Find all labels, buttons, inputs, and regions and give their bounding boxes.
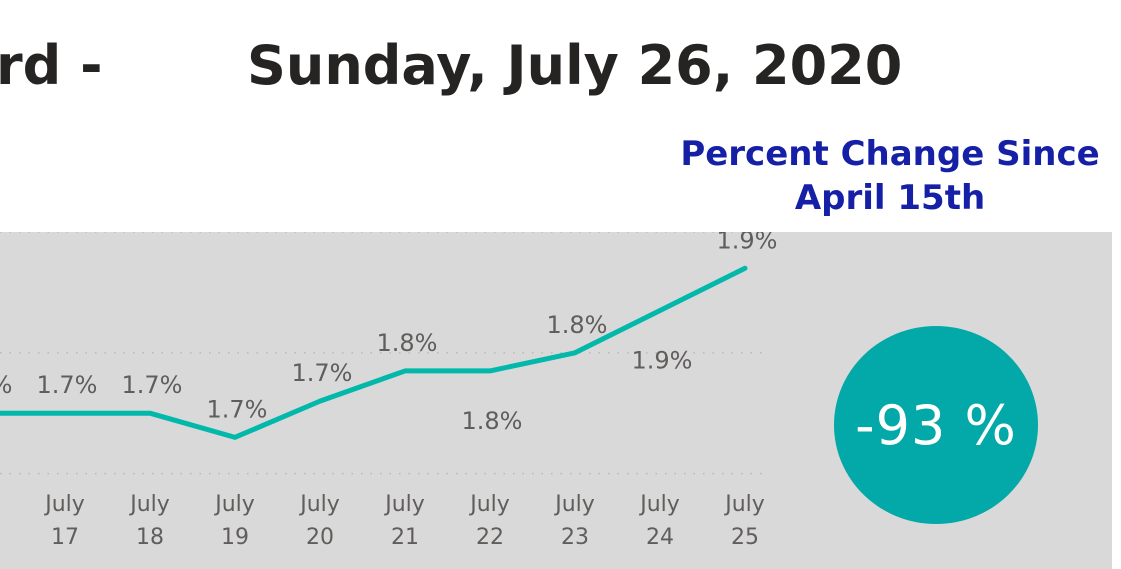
dashboard-date: Sunday, July 26, 2020: [247, 34, 903, 97]
data-label: 1.7%: [207, 395, 268, 423]
x-tick-label: July 23: [553, 492, 595, 550]
x-tick-day: 18: [136, 525, 164, 550]
data-label: 1.7%: [292, 359, 353, 387]
x-tick-day: 20: [306, 525, 334, 550]
x-tick-label: July 24: [638, 492, 680, 550]
data-label: 1.9%: [717, 232, 778, 254]
data-label: 1.8%: [462, 407, 523, 435]
data-label: 1.7%: [37, 371, 98, 399]
kpi-label-line1: Percent Change Since: [680, 134, 1100, 174]
series-line: [0, 265, 748, 440]
x-tick-month: July: [553, 492, 595, 517]
data-label: 1.8%: [547, 311, 608, 339]
x-tick-label: July 21: [383, 492, 425, 550]
data-label: 1.7%: [0, 371, 12, 399]
x-tick-label: July 18: [128, 492, 170, 550]
kpi-label-line2: April 15th: [794, 178, 986, 218]
kpi-label: Percent Change Since April 15th: [640, 132, 1121, 220]
x-tick-day: 25: [731, 525, 759, 550]
x-tick-day: 22: [476, 525, 504, 550]
x-tick-day: 23: [561, 525, 589, 550]
kpi-badge: -93 %: [834, 326, 1038, 524]
data-label: 1.8%: [377, 329, 438, 357]
x-tick-label: July 19: [213, 492, 255, 550]
x-tick-month: July: [43, 492, 85, 517]
x-tick-month: July: [298, 492, 340, 517]
x-tick-day: 21: [391, 525, 419, 550]
kpi-value: -93 %: [855, 393, 1017, 457]
x-tick-label: July 25: [723, 492, 765, 550]
data-label: 1.7%: [122, 371, 183, 399]
x-tick-month: July: [723, 492, 765, 517]
x-tick-label: July 20: [298, 492, 340, 550]
x-tick-month: July: [468, 492, 510, 517]
x-tick-month: July: [638, 492, 680, 517]
x-tick-month: July: [383, 492, 425, 517]
x-tick-day: 24: [646, 525, 674, 550]
x-tick-label: July 22: [468, 492, 510, 550]
x-tick-day: 19: [221, 525, 249, 550]
line-chart: 1.7% 1.7% 1.7% 1.7% 1.7% 1.8% 1.8% 1.8% 1.9% 1.9%…: [0, 232, 778, 550]
x-tick-month: July: [213, 492, 255, 517]
x-tick-day: 17: [51, 525, 79, 550]
x-tick-month: July: [128, 492, 170, 517]
x-tick-label: July 17: [43, 492, 85, 550]
data-label: 1.9%: [632, 347, 693, 375]
dashboard-title-fragment: rd -: [0, 34, 103, 97]
